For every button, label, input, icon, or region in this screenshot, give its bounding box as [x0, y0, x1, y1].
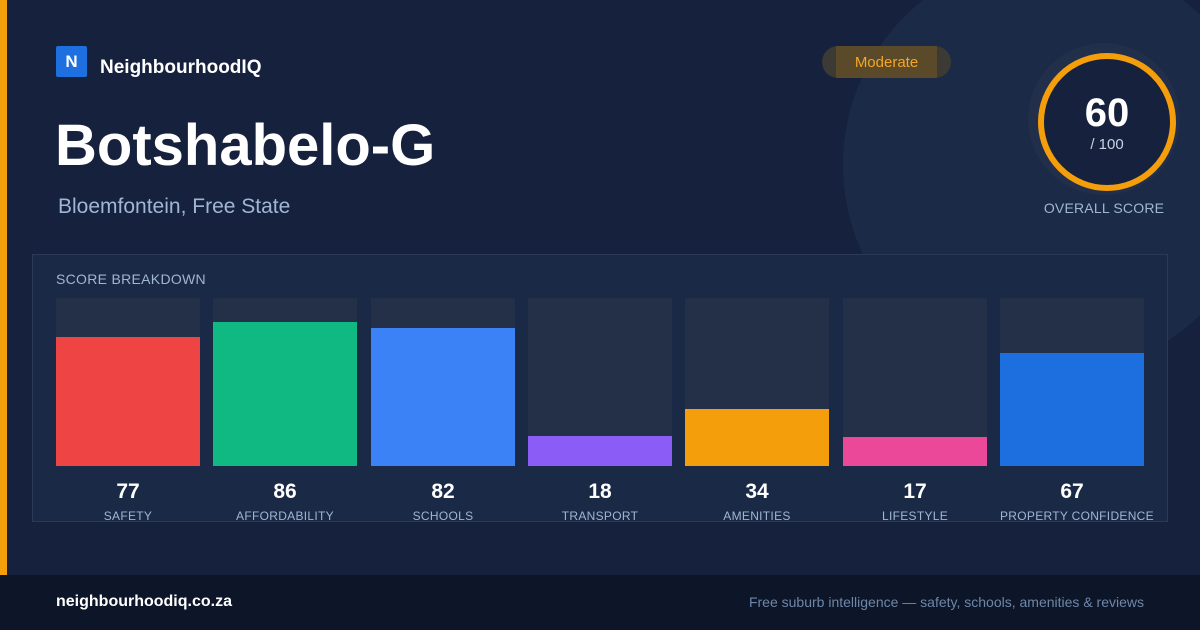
score-bar-fill — [1000, 353, 1144, 466]
score-bar-value: 18 — [588, 480, 612, 503]
score-bar-value: 77 — [116, 480, 140, 503]
score-bar-lifestyle: 17 LIFESTYLE — [843, 298, 987, 523]
score-bar-value: 86 — [273, 480, 297, 503]
footer-tagline: Free suburb intelligence — safety, schoo… — [748, 594, 1144, 610]
score-bar-transport: 18 TRANSPORT — [528, 298, 672, 523]
footer-url[interactable]: neighbourhoodiq.co.za — [56, 593, 232, 610]
rating-badge-highlight — [836, 46, 937, 78]
score-bar-value: 17 — [903, 480, 927, 503]
score-bar-track — [843, 298, 987, 466]
score-breakdown-title: SCORE BREAKDOWN — [56, 271, 206, 287]
score-bar-label: AMENITIES — [723, 509, 791, 523]
score-bar-label: AFFORDABILITY — [236, 509, 334, 523]
score-bar-fill — [843, 437, 987, 466]
score-bar-fill — [213, 322, 357, 466]
score-bar-track — [685, 298, 829, 466]
score-bar-label: SCHOOLS — [412, 509, 474, 523]
suburb-title: Botshabelo-G — [55, 113, 436, 178]
suburb-location: Bloemfontein, Free State — [58, 195, 291, 218]
overall-score-value: 60 — [1084, 90, 1130, 135]
score-bar-track — [1000, 298, 1144, 466]
brand-logo: N — [56, 46, 87, 77]
overall-score-ring: 60 / 100 — [1038, 53, 1176, 191]
score-bar-fill — [685, 409, 829, 466]
score-bar-track — [371, 298, 515, 466]
score-bar-schools: 82 SCHOOLS — [371, 298, 515, 523]
brand-logo-letter: N — [65, 51, 78, 71]
score-bar-value: 82 — [431, 480, 455, 503]
score-bar-track — [528, 298, 672, 466]
score-bar-fill — [371, 328, 515, 466]
score-bar-value: 34 — [745, 480, 769, 503]
score-bar-fill — [56, 337, 200, 466]
score-bar-label: PROPERTY CONFIDENCE — [1000, 509, 1154, 523]
rating-badge-label: Moderate — [854, 53, 919, 71]
score-bar-track — [56, 298, 200, 466]
rating-badge: Moderate — [822, 46, 951, 78]
score-bar-safety: 77 SAFETY — [56, 298, 200, 523]
score-bar-track — [213, 298, 357, 466]
hero-card: N NeighbourhoodIQ Botshabelo-G Bloemfont… — [0, 0, 1176, 575]
score-bar-label: SAFETY — [103, 509, 153, 523]
brand-name: NeighbourhoodIQ — [100, 57, 262, 78]
score-bar-property-confidence: 67 PROPERTY CONFIDENCE — [1000, 298, 1154, 523]
score-bar-fill — [528, 436, 672, 466]
score-bar-value: 67 — [1060, 480, 1084, 503]
score-bar-affordability: 86 AFFORDABILITY — [213, 298, 357, 523]
overall-score-max: / 100 — [1090, 135, 1124, 153]
accent-bar — [0, 0, 7, 575]
overall-score-label: OVERALL SCORE — [1043, 200, 1165, 216]
score-bar-label: TRANSPORT — [561, 509, 639, 523]
footer: neighbourhoodiq.co.za Free suburb intell… — [0, 575, 1200, 630]
score-bar-label: LIFESTYLE — [881, 509, 949, 523]
score-bar-amenities: 34 AMENITIES — [685, 298, 829, 523]
